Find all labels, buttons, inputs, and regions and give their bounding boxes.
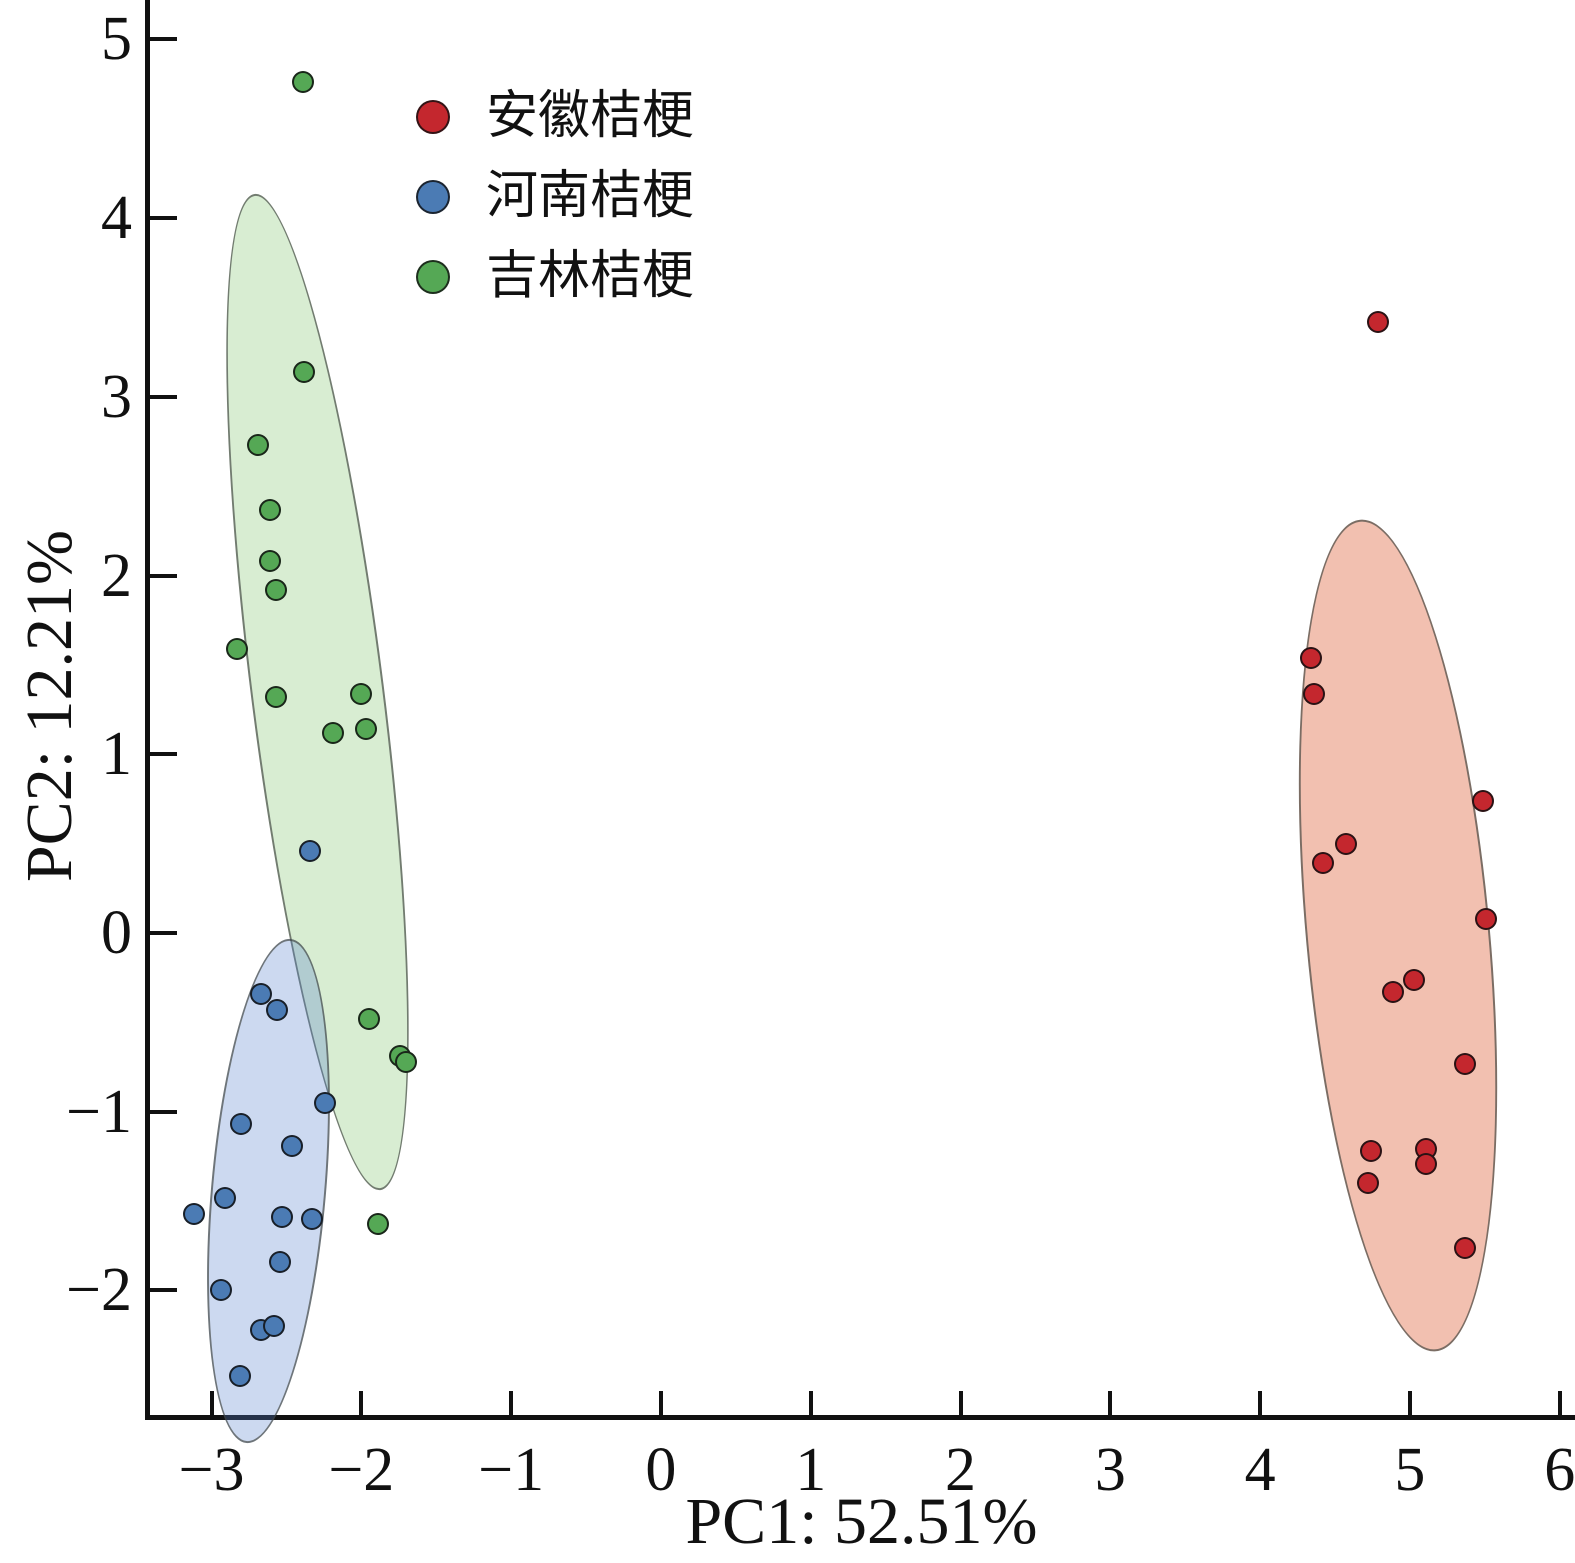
data-point (366, 1213, 389, 1236)
x-tick (1407, 1391, 1412, 1417)
data-point (264, 578, 287, 601)
y-tick (150, 37, 177, 42)
data-point (1334, 832, 1357, 855)
x-axis-title: PC1: 52.51% (685, 1485, 1038, 1558)
legend-item-anhui: 安徽桔梗 (416, 77, 694, 157)
y-axis-title: PC2: 12.21% (13, 529, 86, 883)
data-point (1303, 682, 1326, 705)
legend-label-jilin: 吉林桔梗 (486, 248, 695, 305)
data-point (249, 982, 272, 1005)
data-point (354, 718, 377, 741)
y-tick-label: 4 (101, 184, 132, 253)
x-tick-label: −1 (478, 1436, 545, 1504)
data-point (1382, 981, 1405, 1004)
data-point (299, 839, 322, 862)
y-tick-label: 0 (101, 899, 132, 968)
data-point (246, 434, 269, 457)
legend-item-henan: 河南桔梗 (416, 157, 694, 237)
x-tick (209, 1391, 214, 1417)
data-point (1403, 968, 1426, 991)
data-point (1454, 1052, 1477, 1075)
x-tick-label: 1 (795, 1436, 827, 1504)
confidence-ellipse (1268, 510, 1528, 1359)
data-point (293, 360, 316, 383)
y-tick (150, 1109, 177, 1114)
x-tick (958, 1391, 963, 1417)
data-point (395, 1050, 418, 1073)
legend-label-henan: 河南桔梗 (486, 168, 695, 225)
x-tick-label: −2 (328, 1436, 395, 1504)
y-tick (150, 394, 177, 399)
x-tick (359, 1391, 364, 1417)
data-point (258, 550, 281, 573)
y-tick (150, 1288, 177, 1293)
data-point (357, 1007, 380, 1030)
y-tick-label: 5 (101, 5, 132, 74)
data-point (258, 498, 281, 521)
legend-marker-jilin-icon (416, 260, 450, 294)
data-point (269, 1250, 292, 1273)
data-point (1356, 1172, 1379, 1195)
x-axis-spine (145, 1415, 1575, 1420)
y-tick (150, 573, 177, 578)
x-tick-label: −3 (178, 1436, 245, 1504)
x-tick-label: 0 (645, 1436, 677, 1504)
y-tick-label: 1 (101, 720, 132, 789)
x-tick (808, 1391, 813, 1417)
data-point (1454, 1236, 1477, 1259)
data-point (209, 1279, 232, 1302)
legend-item-jilin: 吉林桔梗 (416, 237, 694, 317)
x-tick-label: 5 (1394, 1436, 1426, 1504)
y-tick (150, 931, 177, 936)
data-point (264, 686, 287, 709)
data-point (213, 1186, 236, 1209)
data-point (350, 682, 373, 705)
y-axis-spine (145, 0, 150, 1420)
y-tick-label: −2 (66, 1256, 132, 1325)
x-tick (509, 1391, 514, 1417)
x-tick (1108, 1391, 1113, 1417)
y-tick-label: −1 (66, 1077, 132, 1146)
x-tick (658, 1391, 663, 1417)
x-tick-label: 3 (1094, 1436, 1126, 1504)
y-tick (150, 216, 177, 221)
data-point (1472, 789, 1495, 812)
data-point (1300, 646, 1323, 669)
data-point (314, 1091, 337, 1114)
data-point (1312, 852, 1335, 875)
data-point (1359, 1140, 1382, 1163)
x-tick (1557, 1391, 1562, 1417)
x-tick-label: 6 (1544, 1436, 1575, 1504)
legend-marker-anhui-icon (416, 100, 450, 134)
legend-label-anhui: 安徽桔梗 (486, 88, 695, 145)
data-point (263, 1315, 286, 1338)
x-tick-label: 2 (945, 1436, 977, 1504)
data-point (182, 1202, 205, 1225)
y-tick (150, 752, 177, 757)
x-tick-label: 4 (1244, 1436, 1276, 1504)
data-point (1415, 1152, 1438, 1175)
data-point (230, 1113, 253, 1136)
legend: 安徽桔梗 河南桔梗 吉林桔梗 (416, 77, 694, 317)
data-point (1367, 310, 1390, 333)
y-tick-label: 3 (101, 362, 132, 431)
y-tick-label: 2 (101, 541, 132, 610)
x-tick (1258, 1391, 1263, 1417)
data-point (321, 721, 344, 744)
data-point (270, 1206, 293, 1229)
data-point (281, 1134, 304, 1157)
data-point (1475, 907, 1498, 930)
legend-marker-henan-icon (416, 180, 450, 214)
data-point (291, 71, 314, 94)
data-point (266, 998, 289, 1021)
data-point (228, 1365, 251, 1388)
data-point (225, 637, 248, 660)
data-point (300, 1207, 323, 1230)
